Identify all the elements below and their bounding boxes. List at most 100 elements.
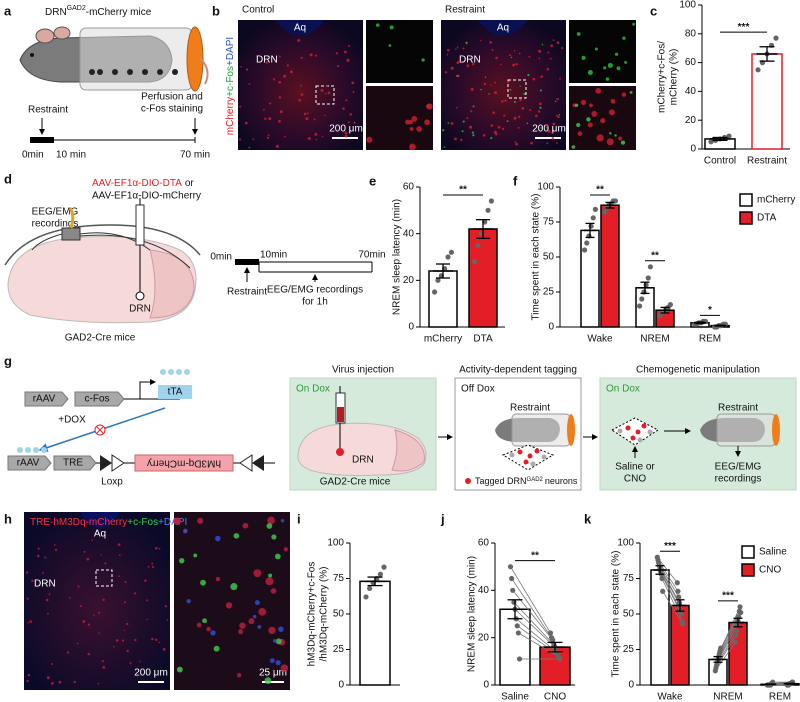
error-bar <box>709 136 731 142</box>
y-axis-label: mCherry (%) <box>669 49 680 106</box>
y-tick-label: 20 <box>685 115 697 126</box>
cell <box>504 99 507 102</box>
cell <box>239 138 242 141</box>
cell <box>215 535 221 542</box>
significance-label: *** <box>738 22 750 33</box>
cell <box>618 136 623 141</box>
cell <box>471 62 475 66</box>
cell <box>480 88 482 91</box>
time-label: 70min <box>358 250 385 261</box>
aq-label: Aq <box>94 529 106 540</box>
cell <box>499 63 502 66</box>
cell <box>73 680 76 684</box>
data-point <box>377 571 383 577</box>
cell <box>528 55 531 58</box>
cell <box>555 114 558 117</box>
cell <box>166 619 169 621</box>
cell <box>629 90 633 94</box>
cell <box>600 118 606 124</box>
roi-box <box>95 569 113 587</box>
cell <box>230 583 238 591</box>
data-point <box>660 588 666 594</box>
cell <box>270 588 277 594</box>
data-point <box>510 587 516 593</box>
data-point <box>509 575 515 582</box>
cell <box>278 55 281 58</box>
cell <box>589 103 593 108</box>
staining-label: c-Fos staining <box>141 104 203 115</box>
stain-green: +c-Fos <box>225 66 236 97</box>
error-bar <box>544 641 566 653</box>
pair-line <box>661 578 683 622</box>
cell <box>123 629 125 632</box>
cell <box>289 70 293 74</box>
cell <box>455 48 457 50</box>
y-tick-label: 0 <box>690 144 696 155</box>
y-tick-label: 75 <box>333 573 345 584</box>
cell <box>239 622 246 629</box>
cell <box>44 556 47 559</box>
cell <box>552 39 555 42</box>
cell <box>275 144 279 148</box>
legend-label: mCherry <box>757 195 795 206</box>
y-tick-label: 80 <box>685 28 697 39</box>
cell <box>239 105 242 108</box>
cell <box>519 98 522 102</box>
cell <box>252 614 257 619</box>
cell <box>335 52 339 55</box>
cell <box>77 585 80 588</box>
aq-label: Aq <box>294 23 306 34</box>
cell <box>558 113 561 116</box>
time-label: 0min <box>210 252 232 263</box>
y-tick-label: 20 <box>478 632 490 643</box>
cell <box>556 97 559 101</box>
cell <box>37 554 40 558</box>
cell <box>540 126 543 129</box>
cell <box>112 645 115 648</box>
data-point <box>590 215 596 221</box>
data-point <box>381 564 387 570</box>
cell <box>269 102 272 105</box>
y-axis-label: NREM sleep latency (min) <box>467 556 478 672</box>
scale-label: 200 μm <box>134 668 168 679</box>
data-point <box>582 247 588 253</box>
cell <box>179 557 185 564</box>
panel-label: a <box>4 3 12 18</box>
panel-label: e <box>369 173 376 188</box>
error-bar <box>653 565 667 575</box>
cell <box>494 132 498 136</box>
cell <box>146 618 148 621</box>
time-label: 70 min <box>180 150 210 161</box>
cell <box>91 539 93 541</box>
data-point <box>674 580 680 586</box>
recordings-label: recordings <box>32 219 79 230</box>
data-point <box>645 275 651 281</box>
cell <box>424 119 431 126</box>
pair-line <box>660 574 682 615</box>
cell <box>146 599 149 602</box>
cell <box>375 23 380 27</box>
cell <box>632 22 636 26</box>
cell <box>489 41 492 44</box>
data-point <box>734 628 740 634</box>
eeg-label: EEG/EMG recordings <box>267 285 363 296</box>
panel-label: g <box>4 353 12 368</box>
cell <box>346 58 350 62</box>
cell <box>123 601 127 604</box>
cell <box>269 658 275 664</box>
cell <box>353 121 356 124</box>
legend-swatch <box>739 193 753 207</box>
cell <box>154 546 158 550</box>
cell <box>97 682 100 685</box>
cell <box>46 676 50 680</box>
mice-label: GAD2-Cre mice <box>65 333 136 344</box>
cell <box>614 134 617 137</box>
cell <box>176 666 183 673</box>
cell <box>197 517 204 524</box>
data-point <box>592 206 599 212</box>
cell <box>574 103 579 107</box>
cell <box>509 54 512 57</box>
stain-blue: +DAPI <box>158 517 187 528</box>
data-point <box>448 249 454 255</box>
cell <box>162 648 166 651</box>
